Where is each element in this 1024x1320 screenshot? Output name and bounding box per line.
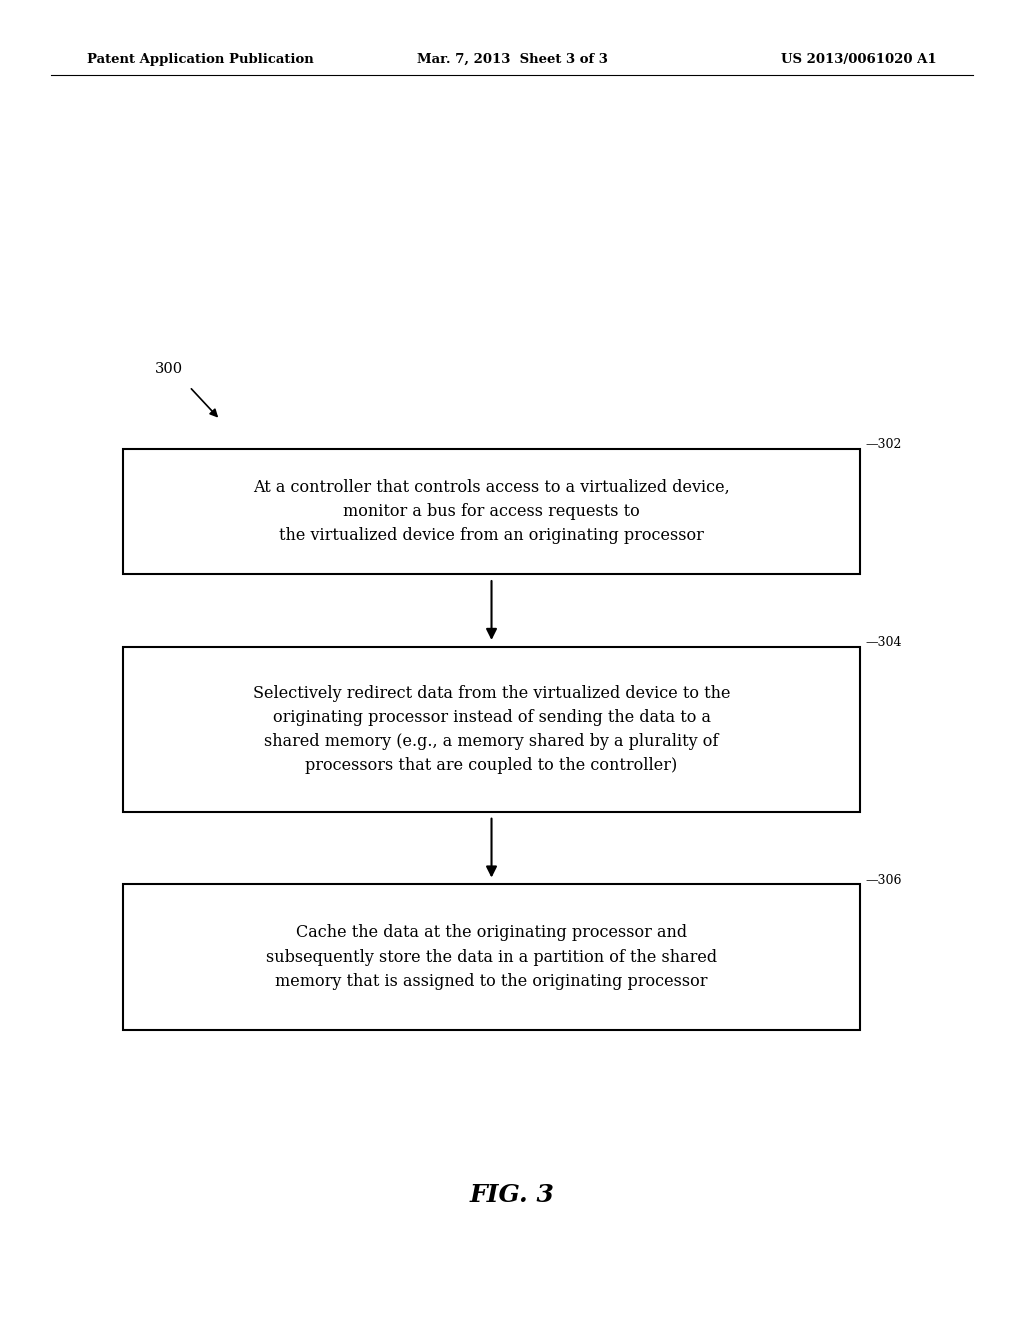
Text: —302: —302 <box>865 438 902 451</box>
Text: Selectively redirect data from the virtualized device to the
originating process: Selectively redirect data from the virtu… <box>253 685 730 774</box>
Bar <box>123 647 860 812</box>
Text: —306: —306 <box>865 874 902 887</box>
Text: FIG. 3: FIG. 3 <box>470 1183 554 1206</box>
Text: Patent Application Publication: Patent Application Publication <box>87 53 313 66</box>
Text: 300: 300 <box>155 362 183 376</box>
Text: Mar. 7, 2013  Sheet 3 of 3: Mar. 7, 2013 Sheet 3 of 3 <box>417 53 607 66</box>
Bar <box>123 449 860 574</box>
Text: Cache the data at the originating processor and
subsequently store the data in a: Cache the data at the originating proces… <box>266 924 717 990</box>
Text: US 2013/0061020 A1: US 2013/0061020 A1 <box>781 53 937 66</box>
Text: At a controller that controls access to a virtualized device,
monitor a bus for : At a controller that controls access to … <box>253 479 730 544</box>
Text: —304: —304 <box>865 636 902 649</box>
Bar <box>123 884 860 1030</box>
